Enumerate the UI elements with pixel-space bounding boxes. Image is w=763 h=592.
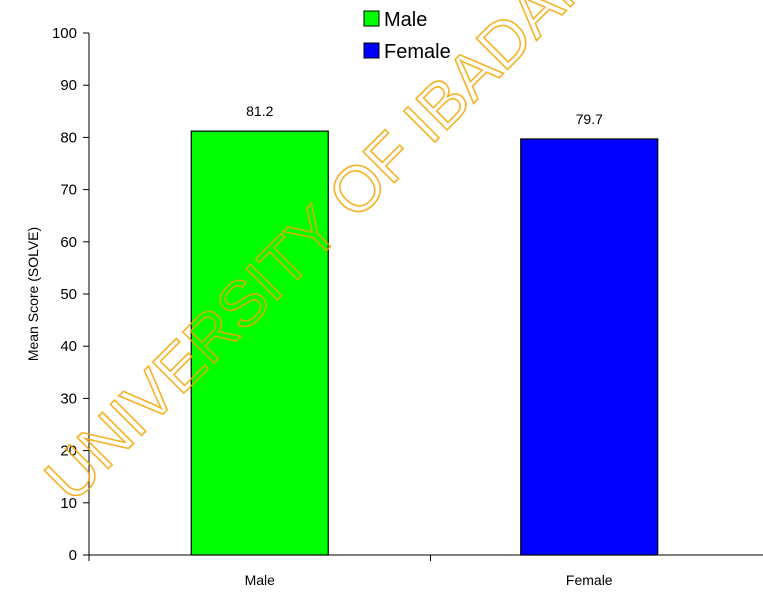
legend-label-male: Male [384, 9, 427, 31]
y-tick-label: 10 [60, 495, 77, 512]
legend-swatch-female [363, 42, 380, 59]
legend-swatch-male [363, 10, 380, 27]
y-tick-label: 0 [69, 547, 77, 564]
y-axis-title: Mean Score (SOLVE) [25, 227, 41, 361]
y-tick-label: 80 [60, 129, 77, 146]
axes-group [83, 32, 763, 561]
x-category-label-male: Male [245, 572, 276, 588]
bars-group [190, 130, 659, 556]
legend-label-female: Female [384, 41, 451, 63]
y-tick-label: 90 [60, 77, 77, 94]
y-tick-label: 60 [60, 234, 77, 251]
y-tick-label: 20 [60, 443, 77, 460]
labels-group: 0 10 20 30 40 50 60 70 80 90 100 81.2 Male 79.7 Female [52, 25, 613, 588]
legend: Male Female [363, 9, 451, 63]
x-category-label-female: Female [566, 572, 613, 588]
data-label-male: 81.2 [246, 103, 273, 119]
y-tick-label: 40 [60, 338, 77, 355]
bar-female [520, 138, 659, 556]
y-tick-label: 30 [60, 390, 77, 407]
y-tick-label: 50 [60, 286, 77, 303]
y-tick-label: 70 [60, 182, 77, 199]
data-label-female: 79.7 [576, 111, 603, 127]
bar-male [190, 130, 329, 556]
y-tick-label: 100 [52, 25, 77, 42]
